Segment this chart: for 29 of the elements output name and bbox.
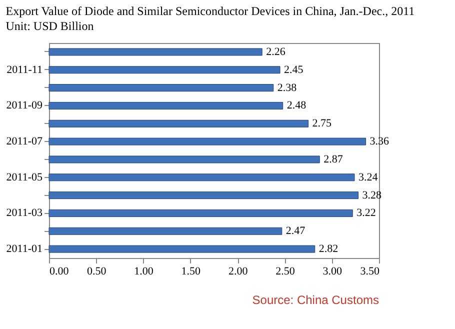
data-label: 2.45 xyxy=(284,64,304,76)
data-label: 3.22 xyxy=(356,207,376,220)
data-label: 2.82 xyxy=(318,243,338,256)
x-tick-label: 2.00 xyxy=(228,266,248,278)
y-tick-label: 2011-05 xyxy=(6,171,43,184)
data-label: 3.28 xyxy=(362,189,382,202)
y-tick-label: 2011-07 xyxy=(6,136,43,148)
chart-subtitle: Unit: USD Billion xyxy=(6,19,94,33)
data-label: 2.38 xyxy=(277,82,298,94)
data-label: 2.48 xyxy=(286,100,307,112)
chart-title: Export Value of Diode and Similar Semiconductor Devices in China, Jan.-Dec., 2011 xyxy=(6,4,415,18)
data-label: 2.26 xyxy=(266,46,286,58)
x-tick-label: 1.00 xyxy=(134,266,154,278)
y-tick-label: 2011-01 xyxy=(6,243,42,256)
data-label: 2.87 xyxy=(324,153,344,166)
data-label: 3.24 xyxy=(358,171,378,184)
y-tick-label: 2011-03 xyxy=(6,207,43,220)
data-label: 3.36 xyxy=(370,136,390,148)
source-note: Source: China Customs xyxy=(252,293,379,307)
x-tick-label: 3.00 xyxy=(322,266,342,278)
x-tick-label: 2.50 xyxy=(276,266,296,278)
data-label: 2.75 xyxy=(312,118,332,130)
data-label: 2.47 xyxy=(286,225,306,238)
y-tick-label: 2011-11 xyxy=(6,64,42,76)
x-tick-label: 0.00 xyxy=(50,266,70,278)
x-tick-label: 0.50 xyxy=(87,266,107,278)
x-tick-label: 3.50 xyxy=(360,266,380,278)
y-tick-label: 2011-09 xyxy=(6,100,43,112)
x-tick-label: 1.50 xyxy=(181,266,202,278)
